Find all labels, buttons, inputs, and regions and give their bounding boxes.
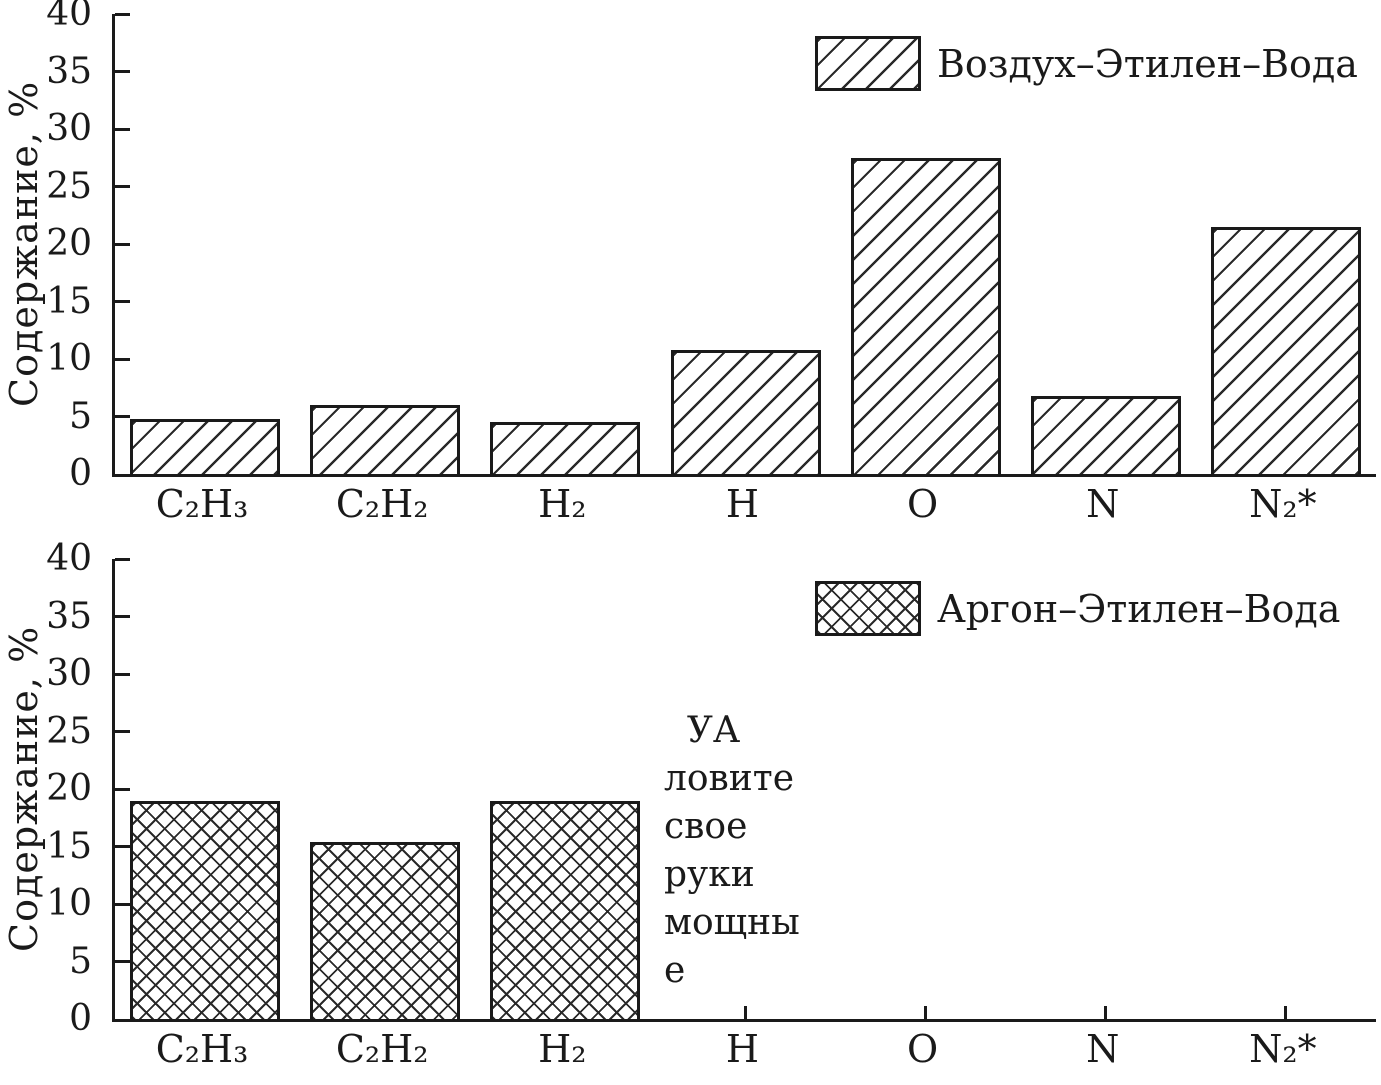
bar-H xyxy=(670,349,821,474)
y-tick-label: 0 xyxy=(69,998,92,1039)
y-tick-mark xyxy=(115,902,130,906)
y-tick-label: 15 xyxy=(46,280,92,322)
y-tick-mark xyxy=(115,357,130,361)
x-tick-label: O xyxy=(907,482,939,526)
bar-C₂H₂ xyxy=(310,405,461,474)
y-tick-label: 40 xyxy=(46,538,92,579)
y-tick-mark xyxy=(115,557,130,561)
y-tick-mark xyxy=(115,242,130,246)
y-tick-label: 20 xyxy=(46,768,92,809)
bar-C₂H₂ xyxy=(310,841,461,1019)
y-tick-label: 10 xyxy=(46,883,92,924)
x-tick-label: C₂H₃ xyxy=(155,1027,249,1071)
y-tick-label: 0 xyxy=(69,453,92,494)
y-tick-label: 25 xyxy=(46,165,92,207)
y-tick-label: 20 xyxy=(46,223,92,264)
y-tick-label: 5 xyxy=(69,940,92,982)
x-tick-label: H₂ xyxy=(538,1027,587,1071)
y-tick-label: 5 xyxy=(69,395,92,437)
x-axis-tick-labels: C₂H₃ C₂H₂ H₂ H O N N₂* xyxy=(112,482,1373,534)
y-tick-mark xyxy=(115,845,130,848)
y-tick-mark xyxy=(115,615,130,618)
legend: Аргон–Этилен–Вода xyxy=(815,581,1340,636)
y-axis-tick-labels: 0 5 10 15 20 25 30 35 40 xyxy=(0,538,102,1039)
y-tick-mark xyxy=(115,415,130,418)
x-axis-tick-labels: C₂H₃ C₂H₂ H₂ H O N N₂* xyxy=(112,1027,1373,1079)
overlay-text-annotation: УА ловите свое руки мощны е xyxy=(664,710,800,991)
y-tick-label: 15 xyxy=(46,825,92,867)
x-tick-label: C₂H₃ xyxy=(155,482,249,526)
x-tick-mark xyxy=(924,1006,928,1019)
bar-N₂* xyxy=(1210,226,1361,474)
y-tick-label: 30 xyxy=(46,653,92,694)
chart-air-ethylene-water: Содержание, % 0 5 10 15 20 25 30 35 40 C₂H₃ C₂H₂ H… xyxy=(0,0,1381,540)
x-tick-mark xyxy=(744,1006,747,1019)
bar-N xyxy=(1030,395,1181,474)
x-tick-label: C₂H₂ xyxy=(335,1027,429,1071)
bar-O xyxy=(850,157,1001,474)
y-tick-mark xyxy=(115,300,130,303)
legend-swatch-diagonal-hatch-icon xyxy=(815,36,921,91)
legend-label: Аргон–Этилен–Вода xyxy=(937,586,1341,631)
x-tick-label: N xyxy=(1086,482,1120,526)
x-tick-label: H xyxy=(725,482,760,526)
y-tick-mark xyxy=(115,127,130,131)
y-tick-mark xyxy=(115,12,130,16)
y-tick-mark xyxy=(115,960,130,963)
x-tick-mark xyxy=(1284,1006,1288,1019)
x-tick-label: N₂* xyxy=(1249,1027,1317,1071)
plot-area xyxy=(112,12,1376,477)
y-tick-mark xyxy=(115,730,130,733)
legend: Воздух–Этилен–Вода xyxy=(815,36,1358,91)
chart-argon-ethylene-water: Содержание, % 0 5 10 15 20 25 30 35 40 C₂H₃ C₂H₂ H… xyxy=(0,538,1381,1085)
legend-label: Воздух–Этилен–Вода xyxy=(937,41,1358,86)
y-tick-label: 30 xyxy=(46,108,92,149)
y-tick-label: 10 xyxy=(46,338,92,379)
plot-area xyxy=(112,557,1376,1022)
x-tick-label: H xyxy=(725,1027,760,1071)
y-tick-mark xyxy=(115,672,130,676)
y-tick-mark xyxy=(115,787,130,791)
x-tick-mark xyxy=(1104,1006,1108,1019)
x-tick-label: N₂* xyxy=(1249,482,1317,526)
x-tick-label: O xyxy=(907,1027,939,1071)
x-tick-label: N xyxy=(1086,1027,1120,1071)
legend-swatch-cross-hatch-icon xyxy=(815,581,921,636)
bar-H₂ xyxy=(490,422,641,474)
bar-H₂ xyxy=(490,800,641,1019)
y-tick-label: 35 xyxy=(46,50,92,92)
bar-C₂H₃ xyxy=(130,418,281,474)
x-tick-label: H₂ xyxy=(538,482,587,526)
y-tick-label: 40 xyxy=(46,0,92,34)
y-tick-mark xyxy=(115,70,130,73)
y-tick-label: 25 xyxy=(46,710,92,752)
y-axis-tick-labels: 0 5 10 15 20 25 30 35 40 xyxy=(0,0,102,494)
y-tick-mark xyxy=(115,185,130,188)
y-tick-label: 35 xyxy=(46,595,92,637)
bar-C₂H₃ xyxy=(130,800,281,1019)
x-tick-label: C₂H₂ xyxy=(335,482,429,526)
